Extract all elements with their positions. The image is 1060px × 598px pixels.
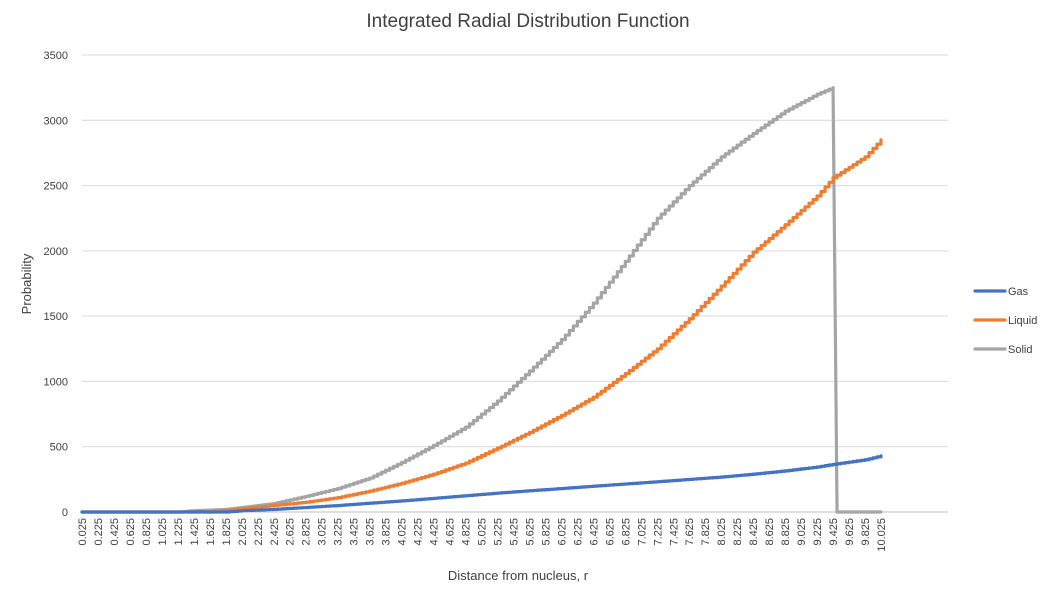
y-tick-label: 3000 (44, 115, 68, 127)
x-tick-label: 0.025 (77, 518, 89, 546)
x-tick-label: 9.825 (860, 518, 872, 546)
x-tick-label: 1.625 (205, 518, 217, 546)
x-tick-label: 3.225 (333, 518, 345, 546)
x-tick-label: 8.625 (764, 518, 776, 546)
x-tick-label: 0.225 (93, 518, 105, 546)
x-tick-label: 8.825 (780, 518, 792, 546)
x-tick-label: 0.625 (125, 518, 137, 546)
y-tick-label: 500 (50, 442, 68, 454)
x-tick-label: 2.625 (285, 518, 297, 546)
x-axis-label: Distance from nucleus, r (448, 568, 589, 583)
x-tick-label: 6.025 (556, 518, 568, 546)
y-tick-label: 0 (62, 507, 68, 519)
x-tick-label: 2.425 (269, 518, 281, 546)
series-line-solid (80, 86, 883, 514)
x-tick-label: 5.425 (508, 518, 520, 546)
x-tick-label: 4.825 (461, 518, 473, 546)
legend: Gas Liquid Solid (973, 286, 1037, 356)
x-tick-label: 7.825 (700, 518, 712, 546)
series-line-gas (80, 454, 883, 514)
x-tick-label: 7.625 (684, 518, 696, 546)
x-tick-label: 1.825 (221, 518, 233, 546)
x-tick-label: 4.025 (397, 518, 409, 546)
legend-label-solid: Solid (1008, 344, 1032, 356)
x-tick-label: 1.225 (173, 518, 185, 546)
y-tick-label: 3500 (44, 50, 68, 62)
x-tick-label: 4.225 (413, 518, 425, 546)
x-tick-label: 5.225 (492, 518, 504, 546)
x-tick-label: 7.025 (636, 518, 648, 546)
y-tick-label: 2500 (44, 181, 68, 193)
chart-title: Integrated Radial Distribution Function (366, 11, 689, 32)
x-tick-label: 5.625 (524, 518, 536, 546)
x-tick-label: 9.025 (796, 518, 808, 546)
x-tick-label: 5.825 (540, 518, 552, 546)
legend-label-liquid: Liquid (1008, 315, 1037, 327)
y-tick-label: 1000 (44, 376, 68, 388)
x-tick-label: 0.825 (141, 518, 153, 546)
y-axis-label: Probability (19, 253, 34, 314)
series-line-liquid (80, 138, 883, 514)
x-tick-label: 6.425 (588, 518, 600, 546)
x-tick-label: 4.425 (429, 518, 441, 546)
x-tick-label: 6.825 (620, 518, 632, 546)
x-tick-label: 6.225 (572, 518, 584, 546)
y-tick-label: 1500 (44, 311, 68, 323)
x-tick-label: 5.025 (477, 518, 489, 546)
x-tick-label: 1.025 (157, 518, 169, 546)
x-tick-label: 7.425 (668, 518, 680, 546)
x-tick-label: 3.625 (365, 518, 377, 546)
x-tick-label: 8.025 (716, 518, 728, 546)
x-tick-label: 3.825 (381, 518, 393, 546)
x-tick-label: 8.425 (748, 518, 760, 546)
x-tick-label: 1.425 (189, 518, 201, 546)
x-tick-label: 7.225 (652, 518, 664, 546)
x-tick-label: 2.225 (253, 518, 265, 546)
x-tick-label: 6.625 (604, 518, 616, 546)
x-tick-label: 8.225 (732, 518, 744, 546)
y-tick-label: 2000 (44, 246, 68, 258)
x-tick-label: 9.225 (812, 518, 824, 546)
legend-label-gas: Gas (1008, 286, 1029, 298)
x-tick-label: 3.425 (349, 518, 361, 546)
y-axis-ticks: 0 500 1000 1500 2000 2500 3000 3500 (44, 50, 68, 519)
x-tick-label: 9.425 (828, 518, 840, 546)
x-tick-label: 2.825 (301, 518, 313, 546)
x-tick-label: 10.025 (876, 518, 888, 552)
series-lines (80, 86, 883, 514)
x-tick-label: 2.025 (237, 518, 249, 546)
x-tick-label: 9.625 (844, 518, 856, 546)
x-axis-ticks: 0.025 0.225 0.425 0.625 0.825 1.025 1.225 1.425… (77, 518, 888, 552)
x-tick-label: 0.425 (109, 518, 121, 546)
gridlines (82, 54, 948, 513)
x-tick-label: 4.625 (445, 518, 457, 546)
x-tick-label: 3.025 (317, 518, 329, 546)
